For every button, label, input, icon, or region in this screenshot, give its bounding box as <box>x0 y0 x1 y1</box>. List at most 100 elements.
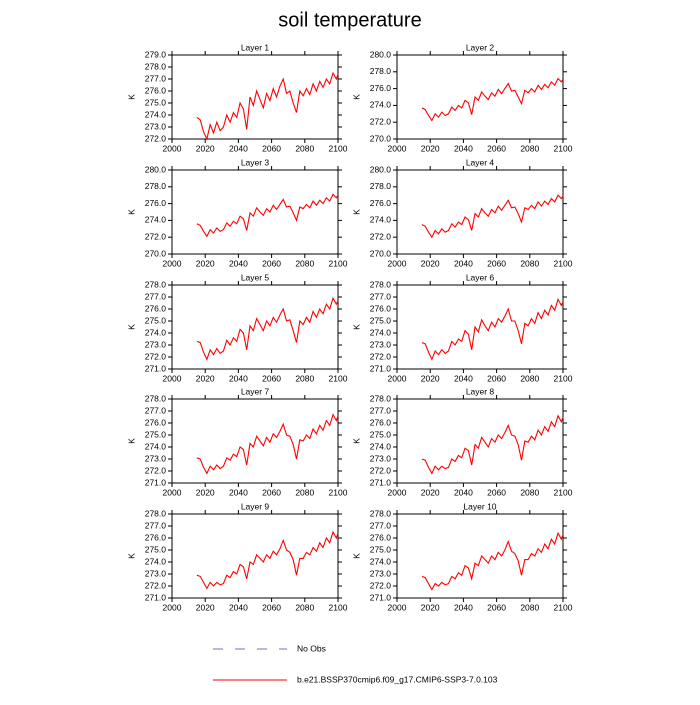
y-tick-label: 276.0 <box>370 532 392 542</box>
y-tick-label: 274.0 <box>370 556 392 566</box>
plot-frame <box>171 284 339 370</box>
x-tick-label: 2040 <box>454 258 473 268</box>
y-tick-label: 274.0 <box>145 327 167 337</box>
y-tick-label: 280.0 <box>370 164 392 174</box>
x-tick-label: 2080 <box>295 373 314 383</box>
panel-title: Layer 6 <box>466 272 495 282</box>
panel-title: Layer 9 <box>241 501 270 511</box>
y-tick-label: 271.0 <box>370 477 392 487</box>
y-tick-label: 276.0 <box>370 198 392 208</box>
data-line <box>196 71 339 141</box>
x-tick-label: 2060 <box>262 602 281 612</box>
y-tick-label: 278.0 <box>370 508 392 518</box>
y-tick-label: 275.0 <box>370 429 392 439</box>
panel-title: Layer 1 <box>241 42 270 52</box>
x-tick-label: 2100 <box>554 487 573 497</box>
y-tick-label: 272.0 <box>145 351 167 361</box>
y-tick-label: 278.0 <box>370 279 392 289</box>
data-line <box>196 296 339 361</box>
x-tick-label: 2080 <box>520 143 539 153</box>
y-tick-label: 276.0 <box>145 417 167 427</box>
x-tick-label: 2060 <box>487 602 506 612</box>
x-tick-label: 2020 <box>421 602 440 612</box>
y-tick-label: 272.0 <box>370 580 392 590</box>
x-tick-label: 2060 <box>262 143 281 153</box>
x-tick-label: 2060 <box>262 373 281 383</box>
y-tick-label: 280.0 <box>145 164 167 174</box>
y-tick-label: 280.0 <box>370 49 392 59</box>
x-tick-label: 2060 <box>487 143 506 153</box>
y-tick-label: 276.0 <box>370 83 392 93</box>
panel-title: Layer 4 <box>466 157 495 167</box>
x-tick-label: 2040 <box>229 258 248 268</box>
y-tick-label: 276.0 <box>145 198 167 208</box>
x-tick-label: 2000 <box>388 258 407 268</box>
y-tick-label: 274.0 <box>370 327 392 337</box>
y-axis-label: K <box>351 438 361 444</box>
y-tick-label: 277.0 <box>370 520 392 530</box>
y-tick-label: 273.0 <box>145 568 167 578</box>
x-tick-label: 2000 <box>388 143 407 153</box>
y-axis-label: K <box>126 553 136 559</box>
y-tick-label: 275.0 <box>370 544 392 554</box>
x-tick-label: 2040 <box>454 487 473 497</box>
y-tick-label: 271.0 <box>370 592 392 602</box>
x-tick-label: 2100 <box>329 602 348 612</box>
y-tick-label: 275.0 <box>145 97 167 107</box>
y-tick-label: 277.0 <box>145 520 167 530</box>
x-tick-label: 2000 <box>388 602 407 612</box>
y-tick-label: 273.0 <box>370 453 392 463</box>
x-tick-label: 2000 <box>163 258 182 268</box>
y-tick-label: 272.0 <box>145 231 167 241</box>
y-tick-label: 276.0 <box>145 303 167 313</box>
y-tick-label: 274.0 <box>370 100 392 110</box>
plot-frame <box>171 169 339 255</box>
y-tick-label: 277.0 <box>145 73 167 83</box>
y-tick-label: 270.0 <box>370 133 392 143</box>
plot-frame <box>396 284 564 370</box>
y-tick-label: 276.0 <box>370 417 392 427</box>
figure-title: soil temperature <box>278 9 421 31</box>
plot-frame <box>396 54 564 140</box>
data-line <box>421 414 564 475</box>
x-tick-label: 2100 <box>554 373 573 383</box>
x-tick-label: 2100 <box>329 373 348 383</box>
x-tick-label: 2040 <box>229 602 248 612</box>
x-tick-label: 2000 <box>163 143 182 153</box>
x-tick-label: 2060 <box>262 258 281 268</box>
y-tick-label: 270.0 <box>370 248 392 258</box>
x-tick-label: 2000 <box>388 373 407 383</box>
y-tick-label: 278.0 <box>145 61 167 71</box>
y-tick-label: 273.0 <box>145 453 167 463</box>
y-tick-label: 277.0 <box>370 291 392 301</box>
y-tick-label: 275.0 <box>370 315 392 325</box>
x-tick-label: 2020 <box>421 143 440 153</box>
data-line <box>421 77 564 122</box>
x-tick-label: 2000 <box>163 602 182 612</box>
y-tick-label: 277.0 <box>370 405 392 415</box>
y-tick-label: 274.0 <box>145 441 167 451</box>
x-tick-label: 2060 <box>262 487 281 497</box>
x-tick-label: 2100 <box>329 143 348 153</box>
x-tick-label: 2040 <box>454 143 473 153</box>
plot-frame <box>396 398 564 484</box>
y-axis-label: K <box>126 324 136 330</box>
x-tick-label: 2040 <box>229 487 248 497</box>
x-tick-label: 2080 <box>520 258 539 268</box>
y-tick-label: 276.0 <box>370 303 392 313</box>
y-tick-label: 274.0 <box>145 556 167 566</box>
x-tick-label: 2100 <box>329 487 348 497</box>
x-tick-label: 2040 <box>454 373 473 383</box>
y-tick-label: 273.0 <box>370 339 392 349</box>
legend-label: b.e21.BSSP370cmip6.f09_g17.CMIP6-SSP3-7.… <box>297 674 498 684</box>
data-line <box>196 193 339 238</box>
y-tick-label: 274.0 <box>145 109 167 119</box>
x-tick-label: 2060 <box>487 487 506 497</box>
x-tick-label: 2040 <box>229 373 248 383</box>
y-tick-label: 277.0 <box>145 405 167 415</box>
y-axis-label: K <box>126 209 136 215</box>
x-tick-label: 2100 <box>554 602 573 612</box>
x-tick-label: 2100 <box>329 258 348 268</box>
y-tick-label: 274.0 <box>370 441 392 451</box>
